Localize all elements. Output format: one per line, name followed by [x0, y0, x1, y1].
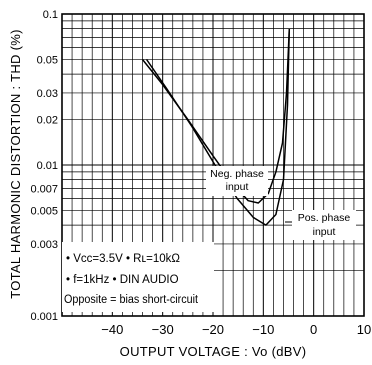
y-tick-label: 0.1 [43, 9, 58, 21]
pos-phase-label-line2: input [313, 226, 336, 238]
x-tick-label: 10 [357, 322, 371, 337]
y-tick-labels: 0.001 0.003 0.005 0.007 0.01 0.02 0.03 0.05 0.1 [30, 9, 58, 323]
x-tick-labels: −40 −30 −20 −10 0 10 [101, 322, 371, 337]
x-tick-label: −10 [252, 322, 274, 337]
y-tick-label: 0.02 [37, 115, 58, 127]
y-tick-label: 0.003 [30, 239, 58, 251]
y-tick-label: 0.001 [30, 311, 58, 323]
condition-line-1: • Vᴄᴄ=3.5V • Rʟ=10kΩ [66, 253, 180, 265]
x-tick-label: 0 [310, 322, 317, 337]
neg-label-bg [206, 166, 268, 196]
y-tick-label: 0.005 [30, 205, 58, 217]
y-tick-label: 0.05 [37, 54, 58, 66]
y-axis-title: TOTAL HARMONIC DISTORTION : THD (%) [8, 29, 23, 299]
condition-line-3: Opposite = bias short-circuit [64, 294, 199, 306]
y-tick-label: 0.03 [37, 88, 58, 100]
pos-phase-label-line1: Pos. phase [298, 212, 351, 224]
condition-line-2: • f=1kHz • DIN AUDIO [66, 274, 179, 286]
x-tick-label: −20 [202, 322, 224, 337]
pos-label-bg [292, 210, 356, 240]
x-axis-title: OUTPUT VOLTAGE : Vo (dBV) [120, 344, 307, 359]
neg-phase-label-line1: Neg. phase [210, 168, 264, 180]
neg-phase-label-line2: input [226, 181, 249, 193]
pos-phase-input-curve [145, 28, 291, 226]
x-tick-label: −30 [152, 322, 174, 337]
conditions-box-bg [62, 242, 214, 312]
plot-frame [61, 13, 365, 317]
y-tick-label: 0.007 [30, 183, 58, 195]
x-tick-label: −40 [101, 322, 123, 337]
y-tick-label: 0.01 [37, 160, 58, 172]
curves [141, 28, 291, 226]
